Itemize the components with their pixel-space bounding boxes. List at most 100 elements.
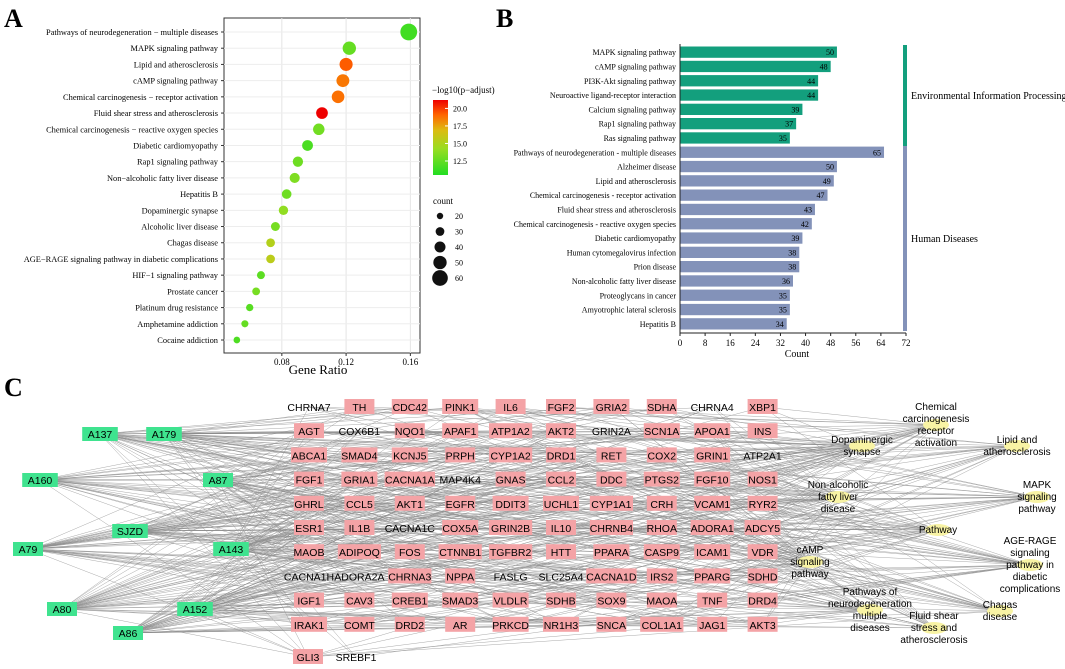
gene-node: GRIA1 (341, 471, 378, 487)
x-tick-label: 48 (826, 338, 836, 348)
gene-node-label: AKT2 (548, 426, 574, 438)
x-tick-label: 32 (776, 338, 785, 348)
dot-plot-frame (223, 17, 421, 354)
gene-node-box (646, 447, 677, 463)
gene-node: NOS1 (747, 471, 778, 487)
compound-node: A79 (13, 542, 43, 556)
gene-node: CTNNB1 (438, 544, 482, 560)
gene-node-box (747, 568, 778, 584)
gene-node: ADORA1 (690, 520, 734, 535)
compound-node: A87 (203, 473, 233, 487)
bar-category-label: Pathways of neurodegeneration - multiple… (514, 148, 676, 157)
gene-node-label: APAF1 (444, 426, 477, 438)
network-edge (39, 406, 511, 481)
gene-node: ADORA2A (334, 571, 384, 583)
pathway-node: Lipid and atherosclerosis (983, 435, 1050, 458)
gene-node-label: ADIPOQ (339, 547, 380, 559)
network-edge (217, 455, 360, 481)
network-edge (762, 503, 939, 531)
pathway-node: cAMP signaling pathway (790, 545, 829, 580)
bar-category-label: Ras signaling pathway (604, 134, 676, 143)
pathway-node-shape (1004, 440, 1030, 452)
compound-node-label: A137 (88, 429, 113, 441)
network-edge (99, 433, 511, 601)
gene-node-box (442, 423, 479, 439)
color-legend-tick-label: 12.5 (453, 157, 467, 166)
gene-node-label: IL10 (551, 523, 572, 535)
bar-category-label: Chemical carcinogenesis - reactive oxyge… (514, 220, 676, 229)
compound-node: A152 (177, 602, 213, 616)
bar (680, 118, 797, 130)
gene-node-label: SMAD3 (442, 596, 478, 608)
network-edge (762, 503, 935, 629)
gene-node: COL1A1 (640, 616, 684, 632)
bar-category-label: Diabetic cardiomyopathy (595, 234, 676, 243)
gene-node-label: NPPA (446, 571, 474, 583)
gene-node-label: AKT1 (397, 499, 423, 511)
gene-node-box (747, 544, 778, 560)
gene-node-label: UCHL1 (544, 499, 579, 511)
gene-node-label: SDHB (546, 596, 575, 608)
gene-node-box (445, 568, 476, 584)
network-edge (762, 406, 937, 426)
pathway-node-shape (849, 440, 875, 452)
gene-node: FGF2 (546, 399, 576, 414)
category-label: Chagas disease (167, 239, 218, 248)
network-edge (762, 551, 935, 629)
gene-node-box (697, 616, 728, 632)
size-legend-items: 20 30 40 50 60 (432, 212, 463, 286)
gene-node-label: DRD1 (547, 450, 576, 462)
compound-node-box (203, 473, 233, 487)
bar (680, 289, 790, 301)
gene-node: ATP1A2 (489, 423, 533, 439)
gene-node-box (394, 423, 425, 439)
network-edge (129, 503, 310, 532)
gene-node-box (747, 616, 778, 632)
network-edge (61, 551, 713, 610)
gene-node: CACNA1C (385, 523, 436, 535)
size-legend-dot (434, 241, 446, 253)
network-edge (460, 406, 1038, 498)
x-tick-label: 16 (726, 338, 736, 348)
network-edge (611, 445, 1018, 626)
category-label: Non−alcoholic fatty liver disease (107, 174, 218, 183)
dot-plot-grid (224, 18, 420, 353)
gene-node-label: KCNJ5 (393, 450, 426, 462)
network-edge (611, 564, 1031, 626)
size-legend-label: 30 (455, 228, 463, 237)
bar-value-label: 34 (776, 320, 784, 329)
network-edge (611, 430, 839, 498)
gene-node-box (593, 544, 630, 560)
network-edge (230, 548, 763, 626)
network-edge (409, 503, 871, 611)
gene-node-label: XBP1 (749, 402, 776, 414)
network-edge (762, 503, 811, 563)
x-tick-label: 40 (801, 338, 811, 348)
gene-node: RYR2 (747, 495, 778, 511)
gene-node: CRH (646, 495, 677, 511)
network-edge (308, 496, 1038, 626)
gene-node-box (643, 544, 680, 560)
network-edge (194, 527, 410, 610)
network-edge (163, 433, 612, 505)
pathway-node: Pathway (919, 524, 957, 536)
network-edge (194, 608, 360, 626)
gene-node: CHRNA4 (691, 402, 734, 414)
network-edge (230, 548, 562, 577)
gene-node: CHRNA3 (388, 568, 432, 584)
gene-node-box (747, 423, 778, 439)
dot-plot-points (233, 23, 418, 344)
pathway-node-label: MAPK signaling pathway (1017, 480, 1056, 515)
gene-node: AR (445, 616, 476, 632)
gene-node-box (546, 520, 576, 535)
network-edge (127, 576, 310, 634)
gene-node: SCN1A (643, 423, 680, 439)
network-edge (661, 455, 811, 563)
network-edge (308, 496, 1038, 577)
gene-node: IRAK1 (291, 616, 327, 632)
gene-node-box (294, 592, 324, 608)
compound-node: SJZD (112, 524, 148, 538)
gene-node-label: RHOA (647, 523, 677, 535)
gene-node-label: CCL5 (346, 499, 373, 511)
pathway-node: MAPK signaling pathway (1017, 480, 1056, 515)
